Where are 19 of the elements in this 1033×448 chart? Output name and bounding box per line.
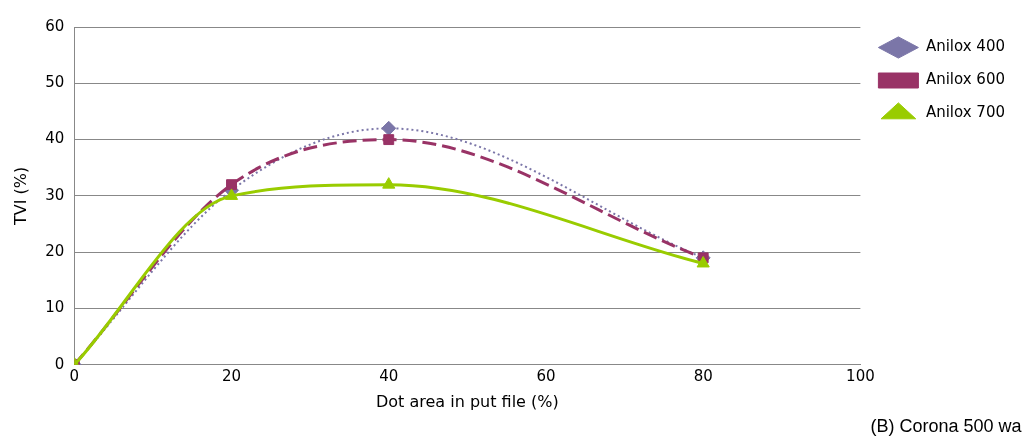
y-tick-label: 20	[45, 242, 65, 261]
y-tick-label: 0	[54, 354, 65, 373]
x-tick-label: 40	[379, 366, 399, 385]
legend-label: Anilox 400	[925, 37, 1006, 56]
y-tick-label: 10	[45, 298, 65, 317]
y-tick-label: 30	[45, 185, 65, 204]
text: (B) Corona 500 wa	[870, 415, 1023, 436]
x-tick-label: 0	[69, 366, 80, 385]
y-tick-label: 40	[45, 129, 65, 148]
x-tick-label: 20	[221, 366, 242, 385]
legend-label: Anilox 700	[925, 103, 1006, 122]
x-tick-label: 60	[536, 366, 556, 385]
y-axis-title: TVI (%)	[10, 166, 30, 227]
y-tick-label: 50	[45, 73, 65, 92]
y-tick-label: 60	[45, 16, 65, 35]
x-axis-title: Dot area in put file (%)	[375, 391, 559, 411]
x-tick-label: 80	[693, 366, 713, 385]
legend-label: Anilox 600	[925, 70, 1006, 89]
x-tick-label: 100	[846, 366, 875, 385]
